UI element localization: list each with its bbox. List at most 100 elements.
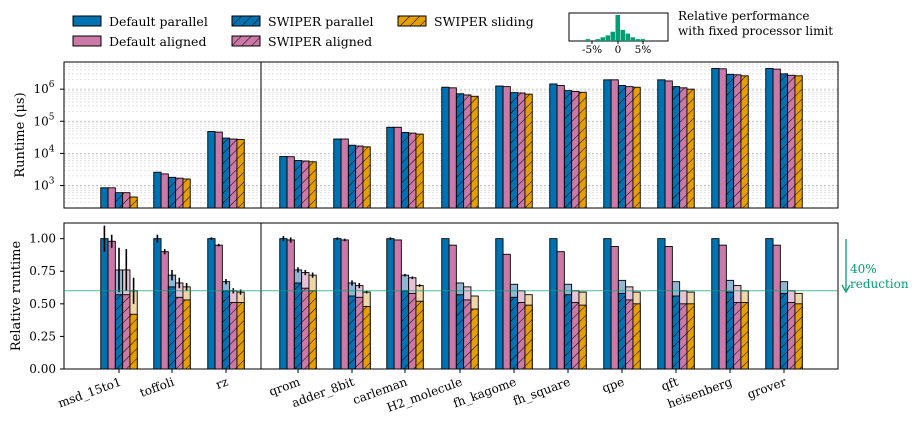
bar-default-aligned-adder_8bit xyxy=(340,239,349,370)
bar-default-aligned-qpe xyxy=(610,79,619,209)
bar-hatch xyxy=(618,293,626,369)
bar-hatch xyxy=(686,89,695,208)
bar-default-parallel-msd_15to1 xyxy=(100,187,109,209)
bar-hatch xyxy=(229,139,237,208)
inset-bar xyxy=(585,39,590,41)
legend: Default parallel Default aligned SWIPER pa… xyxy=(72,14,534,49)
bar-hatch xyxy=(463,94,471,208)
bar-hatch xyxy=(470,309,479,369)
bar-hatch xyxy=(524,305,533,369)
reduction-annotation: 40% reduction xyxy=(841,239,909,294)
bar-default-aligned-qft xyxy=(664,246,673,370)
legend-swatch-hatch xyxy=(231,35,261,47)
bar-hatch xyxy=(301,288,309,369)
bar-hatch xyxy=(222,138,230,208)
legend-item-swiper-sliding: SWIPER sliding xyxy=(397,14,534,29)
bar-default-aligned-heisenberg xyxy=(718,244,727,370)
y-tick-label: 0.50 xyxy=(29,297,56,311)
bar-default-aligned-toffoli xyxy=(160,173,169,209)
inset-bar xyxy=(610,31,615,41)
bar-hatch xyxy=(794,303,803,369)
top-y-axis-label: Runtime (μs) xyxy=(13,92,28,177)
bar-hatch xyxy=(686,303,695,369)
bar-hatch xyxy=(787,75,795,208)
legend-label: Default parallel xyxy=(109,14,208,29)
bar-default-parallel-qpe xyxy=(603,238,612,370)
bar-default-parallel-fh_square xyxy=(549,238,558,370)
bar-hatch xyxy=(524,94,533,208)
x-tick-label-qpe: qpe xyxy=(600,375,626,396)
bar-hatch xyxy=(362,146,371,208)
bar-default-aligned-msd_15to1 xyxy=(107,187,116,209)
bar-hatch xyxy=(517,92,525,208)
bar-default-aligned-carleman xyxy=(393,126,402,209)
bar-hatch xyxy=(726,292,734,369)
bar-hatch xyxy=(571,302,579,369)
bar-default-aligned-rz xyxy=(214,244,223,370)
inset-histogram: -5% 0 5% Relative performance with fixed p… xyxy=(568,9,833,56)
inset-bar xyxy=(625,33,630,41)
bar-default-aligned-grover xyxy=(772,68,781,209)
bar-default-aligned-toffoli xyxy=(160,251,169,370)
bar-hatch xyxy=(456,294,464,369)
bar-hatch xyxy=(780,293,788,369)
x-tick-label-fh_kagome: fh_kagome xyxy=(451,375,518,411)
bar-default-parallel-carleman xyxy=(386,126,395,209)
inset-bar xyxy=(595,39,600,41)
bar-default-parallel-qft xyxy=(657,238,666,370)
bar-hatch xyxy=(510,92,518,208)
inset-bar xyxy=(605,35,610,41)
inset-bar xyxy=(630,37,635,41)
legend-label: Default aligned xyxy=(109,34,206,49)
bar-hatch xyxy=(301,161,309,208)
bar-hatch xyxy=(355,297,363,369)
bar-hatch xyxy=(168,177,176,208)
inset-bar xyxy=(600,37,605,41)
reduction-label-pct: 40% xyxy=(850,262,877,276)
bar-default-aligned-qft xyxy=(664,80,673,209)
x-tick-label-toffoli: toffoli xyxy=(138,375,176,400)
bar-default-parallel-adder_8bit xyxy=(333,238,342,370)
bar-hatch xyxy=(672,86,680,208)
bar-default-parallel-heisenberg xyxy=(711,238,720,370)
bar-hatch xyxy=(625,299,633,369)
bar-hatch xyxy=(355,146,363,208)
y-tick-label: 0.25 xyxy=(29,329,56,343)
bar-hatch xyxy=(401,290,409,369)
bar-default-parallel-qft xyxy=(657,79,666,209)
inset-tick-label: 5% xyxy=(635,44,652,56)
bar-default-parallel-carleman xyxy=(386,238,395,370)
bar-hatch xyxy=(308,290,317,369)
bar-hatch xyxy=(122,192,130,208)
x-tick-label-fh_square: fh_square xyxy=(511,375,572,409)
bar-hatch xyxy=(129,196,138,208)
bar-default-aligned-fh_kagome xyxy=(502,86,511,209)
bar-hatch xyxy=(787,302,795,369)
bar-hatch xyxy=(625,86,633,208)
bar-hatch xyxy=(362,306,371,369)
bar-default-aligned-H2_molecule xyxy=(448,87,457,209)
bar-hatch xyxy=(679,303,687,369)
bar-default-aligned-fh_kagome xyxy=(502,253,511,370)
bar-hatch xyxy=(294,282,302,369)
bar-default-parallel-qpe xyxy=(603,79,612,209)
bar-hatch xyxy=(780,73,788,208)
bar-hatch xyxy=(463,299,471,369)
bar-hatch xyxy=(578,305,587,369)
bar-default-aligned-heisenberg xyxy=(718,68,727,209)
legend-swatch xyxy=(72,35,102,47)
bar-default-aligned-H2_molecule xyxy=(448,244,457,370)
bar-hatch xyxy=(129,314,138,369)
bar-hatch xyxy=(510,297,518,369)
inset-caption-line1: Relative performance xyxy=(678,9,810,23)
bar-hatch xyxy=(726,74,734,208)
inset-bar xyxy=(620,29,625,41)
bar-default-aligned-qrom xyxy=(286,156,295,209)
legend-label: SWIPER aligned xyxy=(268,34,372,49)
bar-hatch xyxy=(578,92,587,208)
bar-hatch xyxy=(632,303,641,369)
bar-hatch xyxy=(672,296,680,369)
legend-label: SWIPER parallel xyxy=(268,14,374,29)
reduction-label-word: reduction xyxy=(850,277,909,291)
